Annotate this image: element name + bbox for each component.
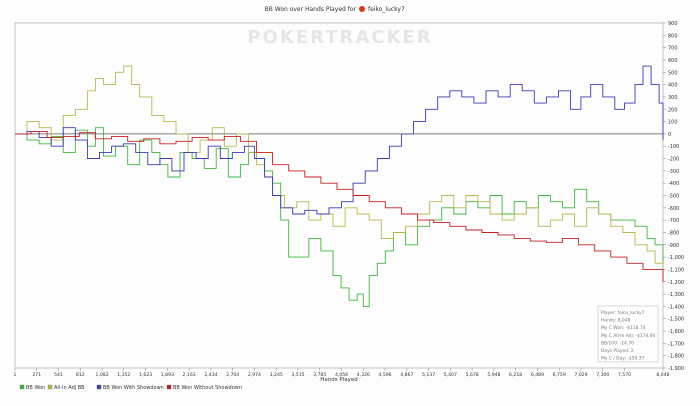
y-tick-label: 500	[668, 70, 678, 76]
y-tick-label: -1,500	[668, 317, 684, 323]
x-tick-label: 1	[14, 372, 17, 378]
x-tick-label: 6,759	[553, 372, 566, 378]
legend-label: BB Won	[26, 385, 45, 391]
legend-label: BB Won With Showdown	[103, 385, 164, 391]
series-line-all-in-adj-bb	[15, 65, 664, 276]
y-tick-label: -300	[668, 169, 679, 175]
x-tick-label: 541	[54, 372, 63, 378]
x-tick-label: 6,218	[509, 372, 522, 378]
x-tick-label: 1,623	[139, 372, 152, 378]
legend-label: BB Won Without Showdown	[173, 385, 242, 391]
chart-title: BB Won over Hands Played for	[265, 6, 357, 13]
legend-swatch	[19, 384, 25, 390]
watermark: POKERTRACKER	[247, 27, 432, 48]
y-tick-label: -1,100	[668, 267, 684, 273]
y-tick-label: -1,300	[668, 292, 684, 298]
x-tick-label: 3,785	[313, 372, 326, 378]
y-tick-label: -1,600	[668, 329, 684, 335]
info-line: BB/100: -14.70	[601, 340, 634, 346]
x-tick-label: 5,407	[444, 372, 457, 378]
y-tick-label: 700	[668, 46, 678, 52]
x-tick-label: 8,048	[656, 372, 669, 378]
x-tick-label: 2,974	[248, 372, 261, 378]
x-tick-label: 3,245	[270, 372, 283, 378]
x-tick-label: 5,678	[466, 372, 479, 378]
y-tick-label: -1,700	[668, 341, 684, 347]
y-tick-label: -200	[668, 157, 679, 163]
x-tick-label: 7,029	[574, 372, 587, 378]
y-tick-label: -1,000	[668, 255, 684, 261]
x-tick-label: 4,326	[357, 372, 370, 378]
series-line-bb-won-with-showdown	[15, 65, 664, 215]
y-tick-label: 600	[668, 58, 678, 64]
info-line: Hands: 8,048	[601, 318, 631, 324]
x-tick-label: 3,515	[291, 372, 304, 378]
y-tick-label: 900	[668, 21, 678, 27]
x-tick-label: 812	[76, 372, 85, 378]
legend: BB Won All-In Adj BB BB Won With Showdown B…	[19, 384, 242, 391]
y-tick-label: -400	[668, 181, 679, 187]
y-tick-label: -700	[668, 218, 679, 224]
plot-area	[14, 22, 664, 369]
x-tick-label: 2,163	[183, 372, 196, 378]
x-tick-label: 5,948	[487, 372, 500, 378]
legend-label: All-In Adj BB	[54, 385, 85, 391]
x-tick-label: 1,352	[117, 372, 130, 378]
series-line-bb-won-without-showdown	[15, 130, 664, 282]
x-tick-label: 7,570	[618, 372, 631, 378]
x-tick-label: 1,082	[95, 372, 108, 378]
info-line: My C / Day: -$59.37	[601, 356, 644, 362]
player-name-title: feiko_lucky7	[368, 6, 405, 13]
y-tick-label: 200	[668, 107, 678, 113]
x-tick-label: 4,867	[400, 372, 413, 378]
legend-swatch	[47, 384, 53, 390]
info-line: My C All-In Adj: -$174.84	[601, 333, 655, 339]
x-tick-label: 6,489	[531, 372, 544, 378]
x-tick-label: 7,300	[596, 372, 609, 378]
pokertracker-logo-icon	[359, 6, 365, 12]
y-axis: 900 800 700 600 500 400 300 200 100 0 -100 -200 -300…	[663, 21, 684, 372]
info-line: Days Played: 2	[601, 348, 634, 354]
x-axis: 1 271 541 812 1,082 1,352 1,623 1,893 2,163 2,434…	[14, 368, 670, 378]
y-tick-label: -100	[668, 144, 679, 150]
y-tick-label: 400	[668, 83, 678, 89]
y-tick-label: 800	[668, 33, 678, 39]
y-tick-label: -1,800	[668, 354, 684, 360]
info-line: My C Won: -$118.74	[601, 325, 646, 331]
info-line: Player: falco_lucky7	[601, 310, 645, 316]
y-tick-label: -1,400	[668, 304, 684, 310]
y-tick-label: 300	[668, 95, 678, 101]
y-tick-label: 0	[668, 132, 671, 138]
y-tick-label: -600	[668, 206, 679, 212]
x-tick-label: 1,893	[161, 372, 174, 378]
series-line-bb-won	[15, 127, 664, 307]
series-group	[15, 65, 664, 307]
y-tick-label: -500	[668, 194, 679, 200]
y-tick-label: -900	[668, 243, 679, 249]
y-tick-label: 100	[668, 120, 678, 126]
legend-swatch	[96, 384, 102, 390]
x-tick-label: 5,137	[422, 372, 435, 378]
x-tick-label: 4,596	[378, 372, 391, 378]
x-tick-label: 4,056	[335, 372, 348, 378]
x-tick-label: 271	[32, 372, 41, 378]
y-tick-label: -800	[668, 230, 679, 236]
x-tick-label: 2,704	[226, 372, 239, 378]
x-tick-label: 2,434	[204, 372, 217, 378]
y-tick-label: -1,900	[668, 366, 684, 372]
legend-swatch	[166, 384, 172, 390]
x-axis-label: Hands Played	[320, 377, 357, 383]
y-tick-label: -1,200	[668, 280, 684, 286]
